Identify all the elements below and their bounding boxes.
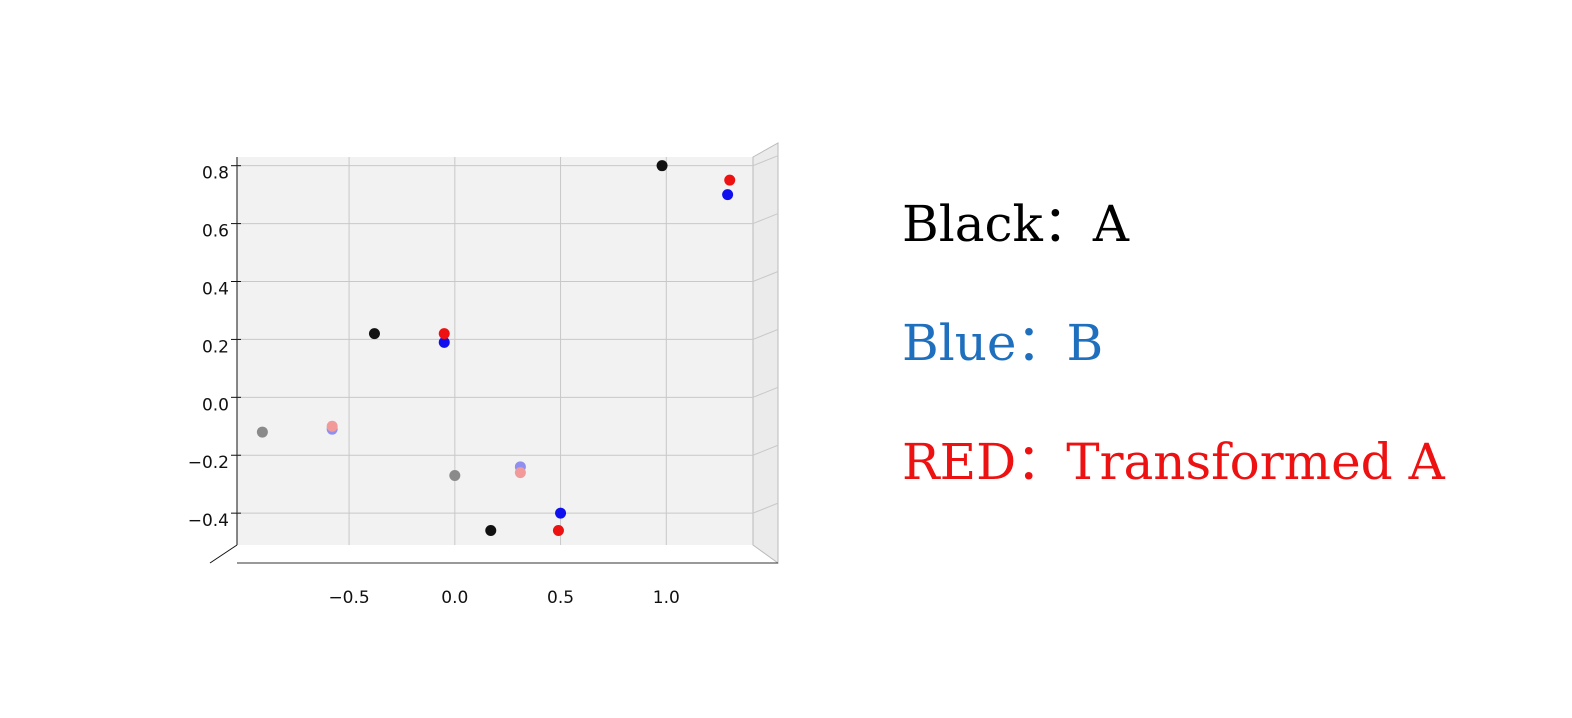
point [485, 525, 497, 537]
x-tick-label: 0.5 [547, 588, 574, 608]
y-tick-label: 0.4 [202, 280, 229, 300]
point [656, 160, 668, 172]
legend-entry: Blue：B [902, 314, 1103, 372]
x-tick-label: −0.5 [328, 588, 369, 608]
y-tick-label: 0.8 [202, 164, 229, 184]
point [368, 328, 380, 340]
point [555, 507, 567, 519]
side-pane [752, 142, 779, 564]
grid-line [752, 444, 779, 456]
pane [237, 157, 753, 545]
grid-line [752, 213, 779, 225]
grid-line [752, 502, 779, 514]
point [514, 467, 526, 479]
y-tick-label: 0.6 [202, 222, 229, 242]
grid-line [752, 271, 779, 282]
y-tick-label: 0.2 [202, 337, 229, 357]
point [722, 189, 734, 201]
legend-entry: Black：A [902, 195, 1130, 253]
x-tick-label: 1.0 [653, 588, 680, 608]
x-tick-label: 0.0 [441, 588, 468, 608]
point [438, 328, 450, 340]
y-tick-label: −0.4 [188, 511, 229, 531]
point [326, 420, 338, 432]
grid-line [752, 155, 779, 167]
y-tick-label: 0.0 [202, 395, 229, 415]
y-tick-label: −0.2 [188, 453, 229, 473]
point [438, 336, 450, 348]
z-axis-line [209, 544, 238, 564]
point [256, 426, 268, 438]
legend-entry: RED：Transformed A [902, 433, 1446, 491]
grid-line [752, 386, 779, 398]
point [552, 525, 564, 537]
point [449, 470, 461, 482]
grid-line [752, 328, 779, 340]
point [724, 174, 736, 186]
